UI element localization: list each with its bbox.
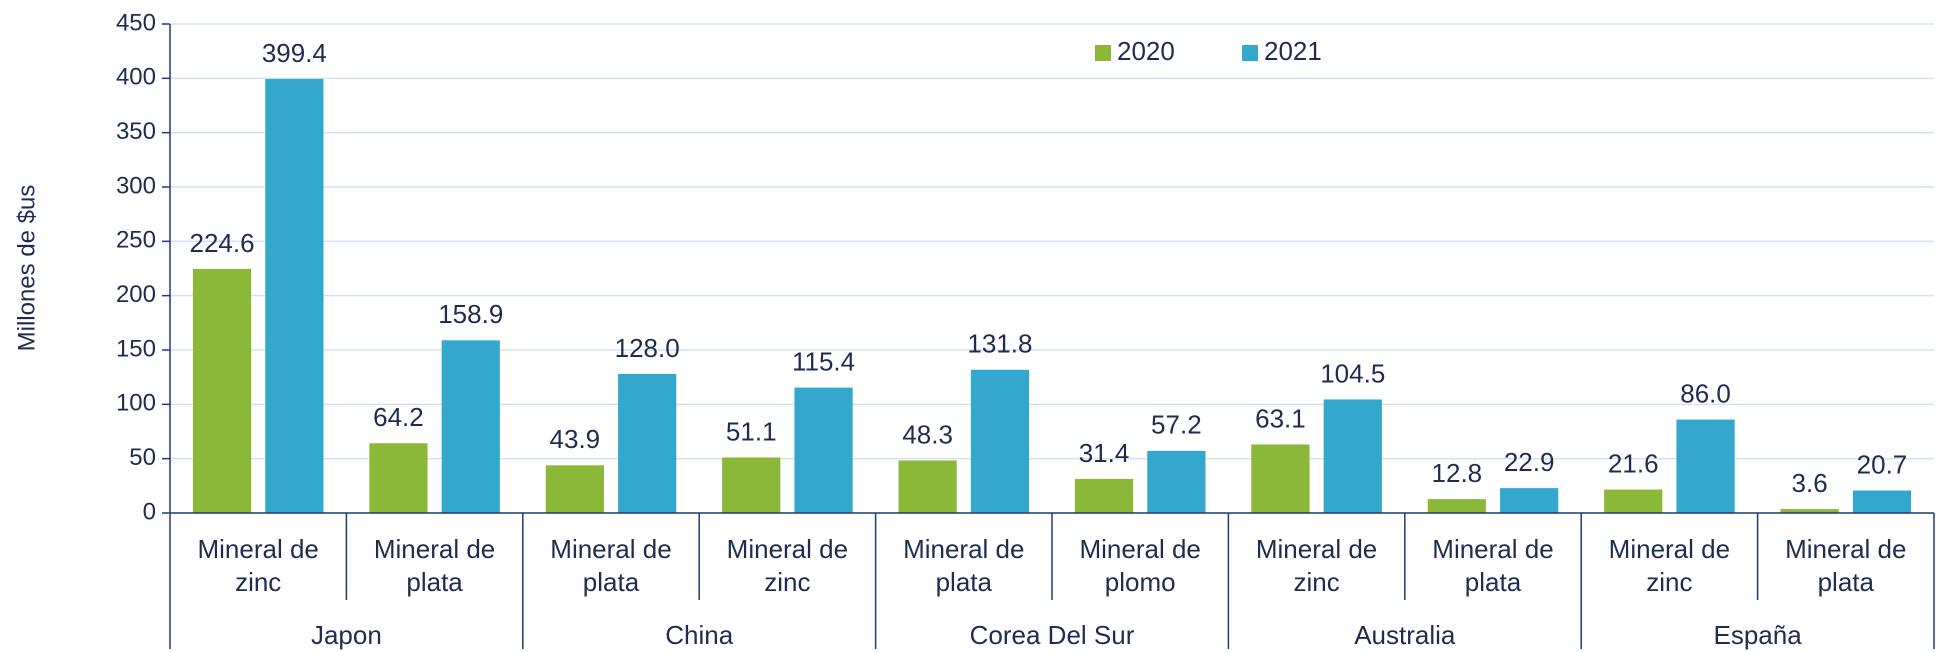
x-tick-label: Mineral de zinc bbox=[182, 533, 334, 599]
data-label: 64.2 bbox=[373, 402, 424, 432]
data-label: 22.9 bbox=[1504, 447, 1555, 477]
data-label: 12.8 bbox=[1432, 458, 1483, 488]
bar bbox=[1324, 399, 1382, 513]
data-label: 48.3 bbox=[902, 419, 953, 449]
y-tick-label: 50 bbox=[129, 444, 156, 471]
bar bbox=[1147, 451, 1205, 513]
data-label: 128.0 bbox=[615, 333, 680, 363]
bar bbox=[1251, 444, 1309, 513]
legend-swatch bbox=[1242, 45, 1258, 61]
data-label: 224.6 bbox=[189, 228, 254, 258]
group-label: Australia bbox=[1228, 619, 1581, 652]
data-label: 20.7 bbox=[1857, 449, 1908, 479]
y-tick-label: 450 bbox=[116, 9, 156, 36]
x-tick-label: Mineral de plata bbox=[535, 533, 687, 599]
group-label: China bbox=[523, 619, 876, 652]
bar bbox=[193, 269, 251, 513]
bar bbox=[971, 370, 1029, 513]
bar bbox=[369, 443, 427, 513]
y-tick-label: 0 bbox=[143, 498, 156, 525]
y-tick-label: 350 bbox=[116, 118, 156, 145]
x-tick-label: Mineral de plomo bbox=[1064, 533, 1216, 599]
data-label: 3.6 bbox=[1792, 468, 1828, 498]
legend-label: 2021 bbox=[1264, 36, 1322, 66]
data-label: 21.6 bbox=[1608, 448, 1659, 478]
y-tick-label: 100 bbox=[116, 390, 156, 417]
bar bbox=[794, 388, 852, 513]
bar bbox=[899, 461, 957, 513]
data-label: 51.1 bbox=[726, 416, 777, 446]
bar bbox=[1676, 420, 1734, 513]
group-label: Corea Del Sur bbox=[876, 619, 1229, 652]
data-label: 158.9 bbox=[438, 299, 503, 329]
bar bbox=[265, 79, 323, 513]
bar bbox=[1075, 479, 1133, 513]
bar bbox=[546, 465, 604, 513]
y-tick-label: 250 bbox=[116, 227, 156, 254]
data-label: 104.5 bbox=[1320, 358, 1385, 388]
data-label: 399.4 bbox=[262, 38, 327, 68]
x-tick-label: Mineral de plata bbox=[1770, 533, 1922, 599]
x-tick-label: Mineral de plata bbox=[358, 533, 510, 599]
bar bbox=[722, 457, 780, 513]
group-label: Japon bbox=[170, 619, 523, 652]
x-tick-label: Mineral de zinc bbox=[711, 533, 863, 599]
bar bbox=[1500, 488, 1558, 513]
chart: Millones de $us 0 50 100 150 200 250 300 350 400… bbox=[0, 0, 1947, 649]
y-tick-label: 400 bbox=[116, 64, 156, 91]
x-tick-label: Mineral de plata bbox=[1417, 533, 1569, 599]
y-axis-label: Millones de $us bbox=[13, 185, 40, 352]
legend-label: 2020 bbox=[1117, 36, 1175, 66]
bar bbox=[1853, 491, 1911, 513]
data-label: 31.4 bbox=[1079, 438, 1130, 468]
bar bbox=[442, 340, 500, 513]
bar bbox=[1428, 499, 1486, 513]
data-label: 86.0 bbox=[1680, 378, 1731, 408]
y-tick-label: 200 bbox=[116, 281, 156, 308]
x-tick-label: Mineral de plata bbox=[888, 533, 1040, 599]
data-label: 115.4 bbox=[792, 346, 855, 376]
bar bbox=[1604, 490, 1662, 513]
group-label: España bbox=[1581, 619, 1934, 652]
data-label: 63.1 bbox=[1255, 403, 1306, 433]
data-label: 131.8 bbox=[967, 329, 1032, 359]
bar bbox=[618, 374, 676, 513]
legend-swatch bbox=[1095, 45, 1111, 61]
x-tick-label: Mineral de zinc bbox=[1240, 533, 1392, 599]
data-label: 57.2 bbox=[1151, 410, 1202, 440]
x-tick-label: Mineral de zinc bbox=[1593, 533, 1745, 599]
data-label: 43.9 bbox=[550, 424, 601, 454]
y-tick-label: 150 bbox=[116, 335, 156, 362]
y-tick-label: 300 bbox=[116, 172, 156, 199]
